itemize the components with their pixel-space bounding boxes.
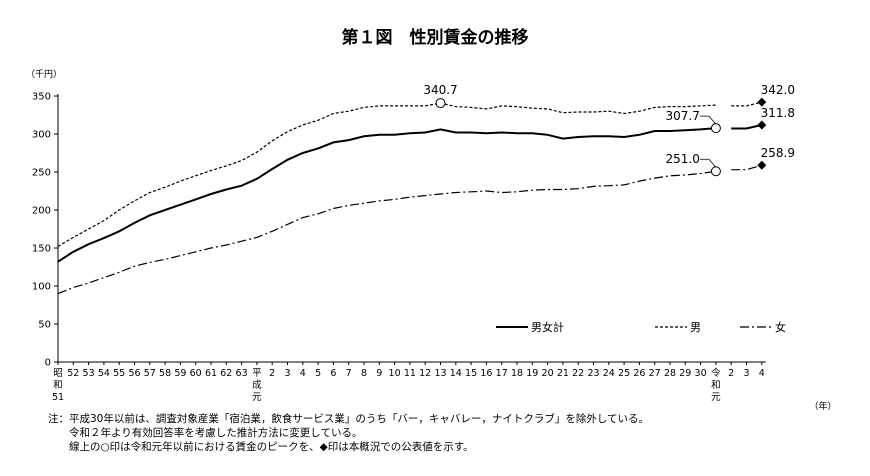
x-tick-label: 7: [346, 368, 352, 379]
x-tick-label: 10: [389, 368, 401, 379]
legend-label: 男女計: [531, 320, 564, 334]
data-label: 311.8: [761, 106, 795, 120]
x-tick-label: 61: [205, 368, 217, 379]
data-label: 340.7: [423, 83, 457, 97]
x-tick-label: 3: [743, 368, 749, 379]
data-label: 251.0: [666, 152, 700, 166]
x-tick-label: 60: [190, 368, 202, 379]
x-tick-label: 4: [300, 368, 306, 379]
x-tick-label: 9: [376, 368, 382, 379]
x-tick-label: 25: [618, 368, 630, 379]
x-tick-label: 11: [404, 368, 416, 379]
published-value-diamond-marker: [757, 160, 767, 170]
y-tick-label: 350: [32, 92, 51, 103]
peak-circle-marker: [710, 123, 721, 134]
y-tick-label: 150: [32, 244, 51, 255]
x-tick-label: 6: [330, 368, 336, 379]
x-tick-label: 22: [572, 368, 584, 379]
x-tick-label: 12: [419, 368, 431, 379]
published-value-diamond-marker: [757, 120, 767, 130]
x-tick-label: 21: [557, 368, 569, 379]
y-tick-label: 200: [32, 206, 51, 217]
legend-label: 男: [690, 321, 701, 334]
series-line-recent-dashed: [731, 101, 762, 107]
chart-title: 第１図 性別賃金の推移: [342, 27, 529, 48]
series-line-recent-dashdot: [731, 164, 762, 171]
footnotes: 注：平成30年以前は、調査対象産業「宿泊業，飲食サービス業」のうち「バー，キャバ…: [48, 412, 649, 454]
x-tick-label: 53: [83, 368, 95, 379]
x-tick-label: 59: [174, 368, 186, 379]
y-tick-label: 300: [32, 130, 51, 141]
x-tick-label: 8: [361, 368, 367, 379]
x-tick-label: 4: [759, 368, 765, 379]
footnote-line: 線上の○印は令和元年以前における賃金のピークを、◆印は本概況での公表値を示す。: [48, 441, 474, 453]
y-axis-unit-label: （千円）: [26, 69, 62, 80]
x-tick-label: 52: [67, 368, 79, 379]
x-tick-label: 55: [113, 368, 125, 379]
data-label: 342.0: [761, 83, 795, 97]
y-tick-label: 50: [38, 320, 51, 331]
x-tick-label: 29: [679, 368, 691, 379]
x-tick-label: 平成元: [252, 368, 262, 403]
data-label: 307.7: [666, 109, 700, 123]
x-tick-label: 15: [465, 368, 477, 379]
x-axis-unit-label: （年）: [809, 400, 836, 412]
peak-circle-marker: [435, 98, 446, 109]
data-label-leader: [699, 158, 717, 168]
x-tick-label: 62: [220, 368, 232, 379]
legend-label: 女: [775, 320, 786, 334]
x-tick-label: 19: [526, 368, 538, 379]
x-tick-label: 23: [587, 368, 599, 379]
x-tick-label: 5: [315, 368, 321, 379]
x-tick-label: 13: [434, 368, 446, 379]
x-tick-label: 18: [511, 368, 523, 379]
series-line-solid: [57, 127, 716, 263]
data-label-leader: [699, 115, 717, 125]
peak-circle-marker: [710, 166, 721, 177]
series-line-dashed: [57, 102, 716, 248]
x-tick-label: 27: [649, 368, 661, 379]
y-tick-label: 250: [32, 168, 51, 179]
published-value-diamond-marker: [757, 97, 767, 107]
footnote-line: 令和２年より有効回答率を考慮した推計方法に変更している。: [48, 427, 363, 439]
x-tick-label: 14: [450, 368, 462, 379]
x-tick-label: 56: [128, 368, 140, 379]
footnote-line: 注：平成30年以前は、調査対象産業「宿泊業，飲食サービス業」のうち「バー，キャバ…: [48, 413, 650, 425]
x-tick-label: 令和元: [711, 367, 721, 403]
x-tick-label: 54: [98, 368, 110, 379]
x-tick-label: 30: [695, 368, 707, 379]
x-tick-label: 57: [144, 368, 156, 379]
x-tick-label: 26: [633, 368, 645, 379]
x-tick-label: 17: [496, 368, 508, 379]
x-tick-label: 20: [542, 368, 554, 379]
x-tick-label: 63: [236, 368, 248, 379]
x-tick-label: 58: [159, 368, 171, 379]
x-tick-label: 16: [480, 368, 492, 379]
x-tick-label: 2: [728, 368, 734, 379]
y-tick-label: 100: [32, 282, 51, 293]
x-tick-label: 24: [603, 368, 615, 379]
x-tick-label: 2: [269, 368, 275, 379]
x-tick-label: 昭和 51: [52, 368, 64, 403]
x-tick-label: 28: [664, 368, 676, 379]
series-line-dashdot: [57, 170, 716, 295]
y-tick-label: 0: [45, 358, 51, 369]
x-tick-label: 3: [284, 368, 290, 379]
series-line-recent-solid: [731, 124, 763, 130]
data-label: 258.9: [761, 146, 795, 160]
